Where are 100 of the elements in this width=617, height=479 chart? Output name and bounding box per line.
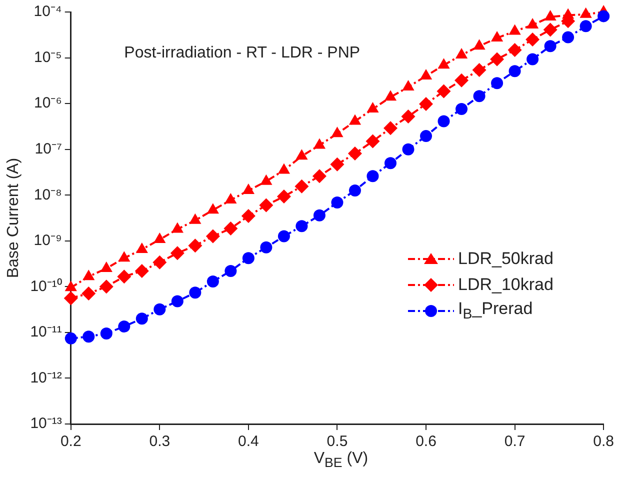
point — [260, 241, 272, 254]
x-tick-label: 0.7 — [504, 433, 526, 450]
point — [278, 230, 290, 242]
point — [241, 208, 256, 223]
point — [260, 174, 272, 185]
x-tick-label: 0.3 — [149, 433, 170, 450]
point — [294, 179, 309, 194]
point — [544, 40, 556, 52]
y-tick-label: 10⁻⁹ — [34, 232, 62, 250]
point — [313, 138, 326, 149]
point — [276, 190, 291, 204]
point — [438, 58, 450, 69]
point — [206, 203, 219, 214]
point — [154, 303, 166, 316]
point — [383, 121, 398, 136]
point — [82, 330, 95, 343]
point — [366, 170, 379, 182]
point — [508, 42, 522, 57]
point — [330, 157, 344, 172]
y-tick-label: 10⁻¹¹ — [30, 324, 62, 341]
point — [366, 134, 380, 148]
point — [171, 222, 184, 233]
point — [242, 184, 255, 194]
x-axis-title: V$_{BE}$ (V) — [312, 450, 370, 470]
point — [348, 184, 361, 197]
point — [64, 332, 77, 344]
point — [580, 20, 592, 32]
point — [64, 291, 78, 306]
y-tick-label: 10⁻⁴ — [34, 3, 62, 20]
point — [420, 68, 432, 80]
point — [580, 7, 592, 18]
point — [402, 80, 414, 90]
point — [64, 280, 77, 292]
point — [206, 275, 219, 288]
point — [526, 53, 539, 66]
point — [242, 252, 254, 264]
point — [490, 31, 504, 42]
point — [117, 270, 132, 284]
point — [366, 102, 379, 113]
point — [296, 149, 308, 160]
point — [454, 73, 469, 88]
legend-label: LDR_50krad — [458, 249, 554, 269]
point — [152, 255, 167, 270]
point — [544, 10, 556, 20]
y-tick-label: 10⁻⁸ — [34, 186, 62, 204]
point — [526, 18, 539, 28]
point — [508, 65, 521, 78]
point — [82, 286, 96, 300]
y-tick-label: 10⁻⁶ — [34, 94, 62, 112]
point — [402, 143, 414, 156]
point — [188, 238, 202, 253]
point — [224, 264, 237, 277]
point — [455, 48, 468, 58]
point — [170, 246, 184, 260]
point — [473, 90, 486, 102]
legend-label: I$_{B}$_Prerad — [458, 299, 533, 323]
point — [154, 232, 166, 244]
point — [436, 84, 451, 98]
point — [420, 130, 432, 142]
legend-label: LDR_10krad — [458, 275, 554, 295]
point — [473, 39, 486, 50]
x-tick-label: 0.8 — [593, 433, 614, 450]
point — [348, 114, 362, 125]
point — [100, 327, 112, 340]
point — [278, 163, 290, 174]
point — [543, 22, 558, 37]
point — [118, 320, 130, 332]
point — [384, 90, 397, 101]
point — [438, 115, 450, 128]
point — [224, 222, 238, 236]
y-tick-label: 10⁻⁷ — [34, 140, 62, 158]
point — [348, 146, 362, 161]
y-tick-label: 10⁻¹⁰ — [30, 278, 62, 295]
point — [384, 157, 396, 170]
point — [456, 103, 468, 116]
x-tick-label: 0.2 — [60, 433, 82, 450]
point — [189, 286, 202, 299]
point — [598, 10, 610, 22]
x-tick-label: 0.6 — [416, 433, 436, 450]
point — [313, 209, 326, 222]
point — [331, 196, 344, 208]
point — [312, 169, 326, 184]
point — [472, 63, 486, 78]
text: Post-irradiation - RT - LDR - PNP — [124, 44, 360, 62]
point — [118, 251, 130, 262]
point — [490, 52, 504, 66]
y-tick-label: 10⁻¹³ — [30, 415, 62, 432]
point — [206, 229, 220, 244]
y-tick-label: 10⁻⁵ — [34, 48, 62, 66]
point — [526, 32, 540, 47]
point — [259, 198, 274, 212]
y-tick-label: 10⁻¹² — [30, 369, 62, 386]
point — [224, 193, 237, 204]
point — [331, 126, 344, 138]
x-tick-label: 0.4 — [238, 433, 259, 450]
point — [562, 31, 574, 44]
point — [136, 312, 148, 325]
point — [491, 77, 504, 90]
point — [134, 264, 149, 278]
y-axis-title: Base Current (A) — [5, 158, 22, 278]
